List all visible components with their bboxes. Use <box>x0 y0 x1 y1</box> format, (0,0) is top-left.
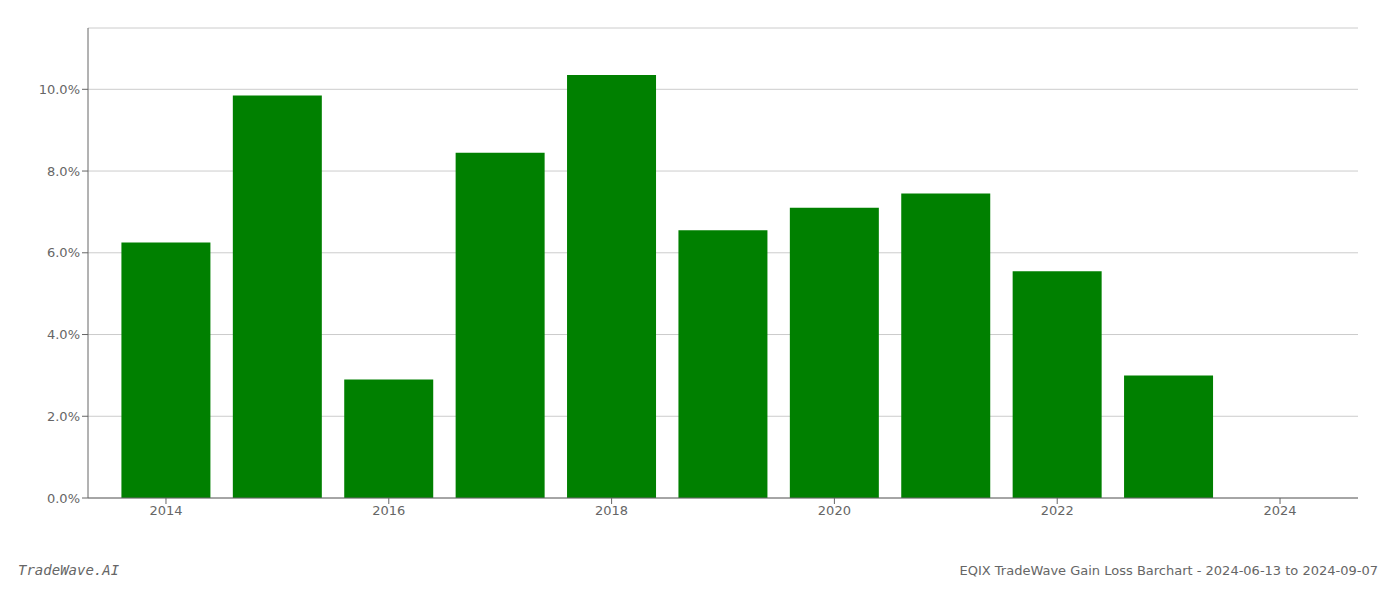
html-text:EQIX TradeWave Gain Loss Barch: EQIX TradeWave Gain Loss Barchart - 2024… <box>959 563 1378 578</box>
svg-text:2.0%: 2.0% <box>47 409 80 424</box>
svg-text:2014: 2014 <box>149 503 182 518</box>
svg-text:8.0%: 8.0% <box>47 164 80 179</box>
svg-text:10.0%: 10.0% <box>39 82 80 97</box>
html-text:TradeWave.AI: TradeWave.AI <box>18 562 120 578</box>
svg-text:2024: 2024 <box>1263 503 1296 518</box>
svg-text:0.0%: 0.0% <box>47 491 80 506</box>
svg-text:2022: 2022 <box>1041 503 1074 518</box>
svg-text:2016: 2016 <box>372 503 405 518</box>
svg-text:6.0%: 6.0% <box>47 245 80 260</box>
svg-text:2018: 2018 <box>595 503 628 518</box>
svg-text:2020: 2020 <box>818 503 851 518</box>
svg-text:4.0%: 4.0% <box>47 327 80 342</box>
